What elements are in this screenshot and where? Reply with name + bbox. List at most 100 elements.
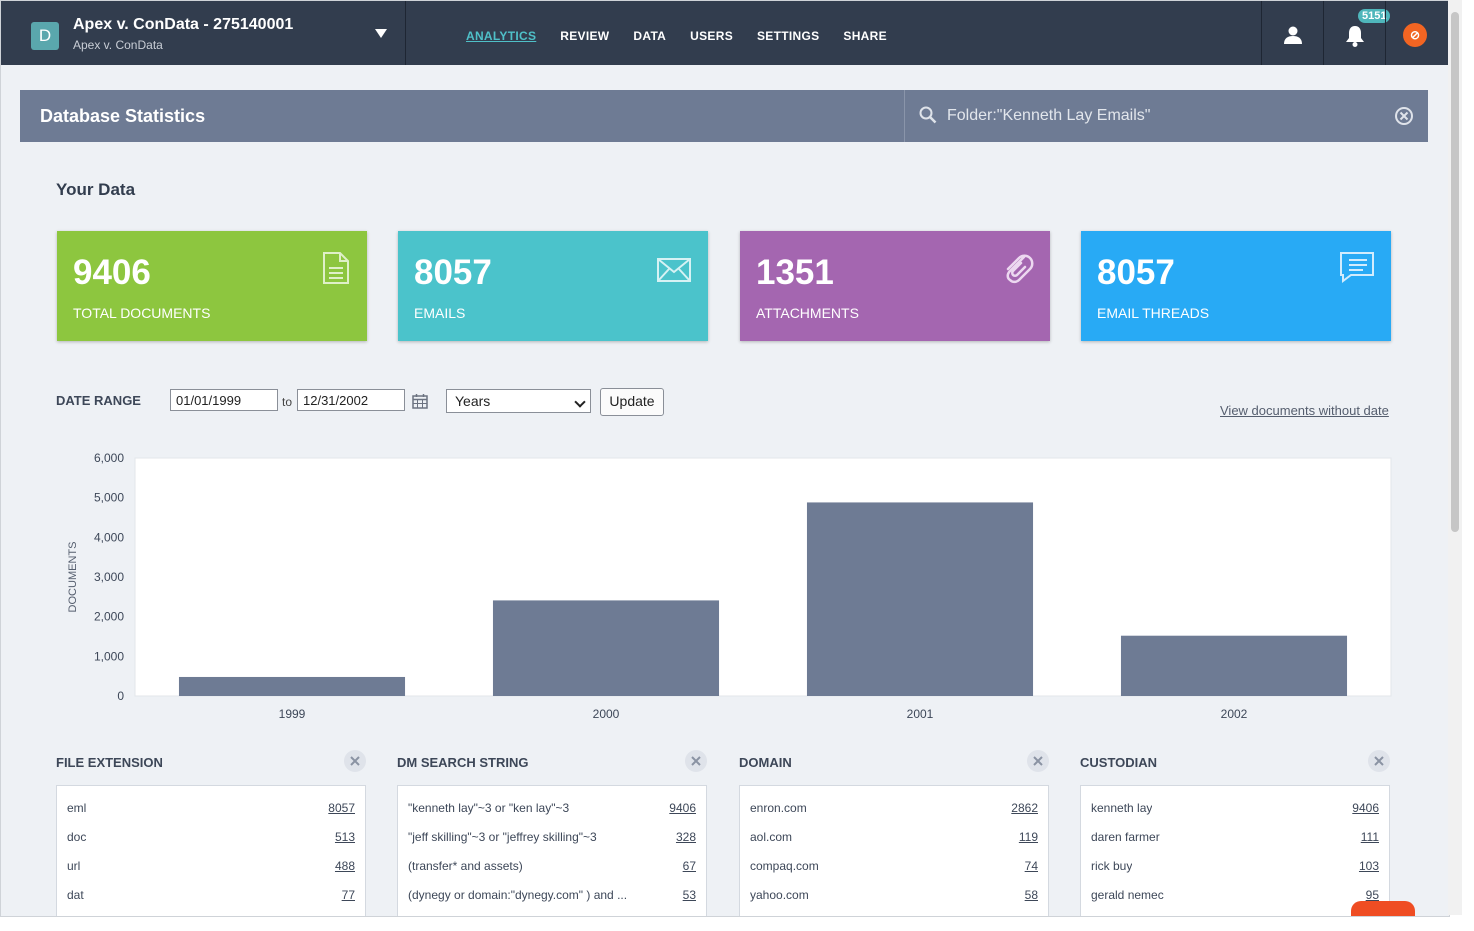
facet-item-count-link[interactable]: 488: [334, 859, 355, 873]
list-item[interactable]: enron.com 2862: [750, 801, 1038, 821]
list-item[interactable]: (transfer* and assets) 67: [408, 859, 696, 879]
nav-settings[interactable]: SETTINGS: [757, 29, 820, 43]
facet-item-count-link[interactable]: 111: [1360, 830, 1379, 844]
facet-item-count-link[interactable]: 2862: [1011, 801, 1038, 815]
documents-bar-chart: DOCUMENTS 0 1,000 2,000 3,000 4,000 5,000 6,00…: [67, 451, 1392, 721]
matter-subtitle: Apex v. ConData: [73, 38, 163, 52]
facet-close-button[interactable]: [1027, 750, 1049, 772]
scrollbar-thumb[interactable]: [1451, 12, 1459, 532]
card-number: 1351: [756, 253, 834, 292]
bar-1999[interactable]: [178, 676, 406, 696]
facet-item-count-link[interactable]: 9406: [1352, 801, 1379, 815]
list-item[interactable]: "kenneth lay"~3 or "ken lay"~3 9406: [408, 801, 696, 821]
list-item[interactable]: (dynegy or domain:"dynegy.com" ) and ...…: [408, 888, 696, 908]
panel-title: Database Statistics: [40, 106, 206, 126]
list-item[interactable]: daren farmer 111: [1091, 830, 1379, 850]
interval-select[interactable]: Years: [446, 389, 591, 413]
facet-item-name: enron.com: [750, 801, 807, 815]
calendar-icon[interactable]: [412, 393, 428, 409]
list-item[interactable]: aol.com 119: [750, 830, 1038, 850]
x-tick-label: 2001: [907, 707, 934, 721]
facet-title-domain: DOMAIN: [739, 755, 792, 770]
card-attachments[interactable]: 1351 ATTACHMENTS: [740, 231, 1050, 341]
nav-review[interactable]: REVIEW: [560, 29, 610, 43]
search-icon: [919, 106, 937, 124]
nav-analytics[interactable]: ANALYTICS: [466, 29, 537, 43]
clear-search-icon[interactable]: [1394, 106, 1414, 126]
facet-item-name: kenneth lay: [1091, 801, 1153, 815]
card-total-documents[interactable]: 9406 TOTAL DOCUMENTS: [57, 231, 367, 341]
user-menu-button[interactable]: [1261, 1, 1324, 65]
card-emails[interactable]: 8057 EMAILS: [398, 231, 708, 341]
list-item[interactable]: compaq.com 74: [750, 859, 1038, 879]
nav-share[interactable]: SHARE: [843, 29, 887, 43]
bar-2000[interactable]: [492, 600, 720, 696]
top-bar: D Apex v. ConData - 275140001 Apex v. Co…: [1, 1, 1449, 65]
list-item[interactable]: "jeff skilling"~3 or "jeffrey skilling"~…: [408, 830, 696, 850]
x-tick-label: 2002: [1221, 707, 1248, 721]
list-item[interactable]: doc 513: [67, 830, 355, 850]
list-item[interactable]: yahoo.com 58: [750, 888, 1038, 908]
chevron-down-icon: [574, 396, 586, 408]
date-from-input[interactable]: 01/01/1999: [170, 389, 278, 411]
caret-down-icon[interactable]: [375, 29, 387, 38]
notifications-button[interactable]: 5151: [1323, 1, 1391, 65]
main-nav: ANALYTICS REVIEW DATA USERS SETTINGS SHA…: [466, 29, 887, 43]
facet-item-name: url: [67, 859, 81, 873]
facet-item-count-link[interactable]: 58: [1024, 888, 1038, 902]
facet-item-name: compaq.com: [750, 859, 819, 873]
chat-widget-tab[interactable]: [1351, 901, 1415, 916]
date-to-input[interactable]: 12/31/2002: [297, 389, 405, 411]
list-item[interactable]: rick buy 103: [1091, 859, 1379, 879]
brand-menu-button[interactable]: ⊘: [1385, 1, 1448, 65]
facet-item-count-link[interactable]: 328: [675, 830, 696, 844]
envelope-icon: [657, 258, 691, 282]
facet-item-count-link[interactable]: 8057: [328, 801, 355, 815]
nav-data[interactable]: DATA: [633, 29, 667, 43]
card-email-threads[interactable]: 8057 EMAIL THREADS: [1081, 231, 1391, 341]
matter-title: Apex v. ConData - 275140001: [73, 16, 294, 33]
facet-item-name: daren farmer: [1091, 830, 1160, 844]
list-item[interactable]: dat 77: [67, 888, 355, 908]
facet-item-name: dat: [67, 888, 84, 902]
facet-list-custodian: kenneth lay 9406 daren farmer 111 rick buy 10…: [1080, 785, 1390, 916]
close-icon: [350, 756, 360, 766]
facet-list-dm-search-string: "kenneth lay"~3 or "ken lay"~3 9406 "jeff …: [397, 785, 707, 916]
matter-selector[interactable]: D Apex v. ConData - 275140001 Apex v. Co…: [1, 1, 406, 65]
list-item[interactable]: gerald nemec 95: [1091, 888, 1379, 908]
facet-item-count-link[interactable]: 119: [1018, 830, 1038, 844]
card-number: 8057: [414, 253, 492, 292]
scrollbar[interactable]: [1448, 0, 1462, 915]
search-bar[interactable]: Folder:"Kenneth Lay Emails": [904, 90, 1429, 142]
facet-item-count-link[interactable]: 67: [682, 859, 696, 873]
facet-item-count-link[interactable]: 513: [334, 830, 355, 844]
close-icon: [1374, 756, 1384, 766]
list-item[interactable]: kenneth lay 9406: [1091, 801, 1379, 821]
card-label: EMAIL THREADS: [1097, 305, 1210, 321]
facet-close-button[interactable]: [344, 750, 366, 772]
matter-badge: D: [31, 22, 59, 50]
facet-list-domain: enron.com 2862 aol.com 119 compaq.com 74 yahoo…: [739, 785, 1049, 916]
bar-2002[interactable]: [1120, 635, 1348, 696]
update-button[interactable]: Update: [600, 388, 664, 416]
card-label: ATTACHMENTS: [756, 305, 859, 321]
search-input[interactable]: Folder:"Kenneth Lay Emails": [947, 107, 1151, 124]
list-item[interactable]: url 488: [67, 859, 355, 879]
nav-users[interactable]: USERS: [690, 29, 733, 43]
facet-close-button[interactable]: [685, 750, 707, 772]
facet-item-name: rick buy: [1091, 859, 1133, 873]
facet-item-count-link[interactable]: 95: [1365, 888, 1379, 902]
facet-list-file-extension: eml 8057 doc 513 url 488 dat 77: [56, 785, 366, 916]
list-item[interactable]: eml 8057: [67, 801, 355, 821]
facet-item-count-link[interactable]: 74: [1024, 859, 1038, 873]
facet-item-count-link[interactable]: 53: [682, 888, 696, 902]
close-icon: [1033, 756, 1043, 766]
y-tick-label: 4,000: [94, 530, 124, 544]
facet-item-count-link[interactable]: 77: [341, 888, 355, 902]
bar-2001[interactable]: [806, 502, 1034, 696]
view-documents-without-date-link[interactable]: View documents without date: [1220, 403, 1389, 418]
close-icon: [691, 756, 701, 766]
facet-close-button[interactable]: [1368, 750, 1390, 772]
facet-item-count-link[interactable]: 103: [1358, 859, 1379, 873]
facet-item-count-link[interactable]: 9406: [669, 801, 696, 815]
